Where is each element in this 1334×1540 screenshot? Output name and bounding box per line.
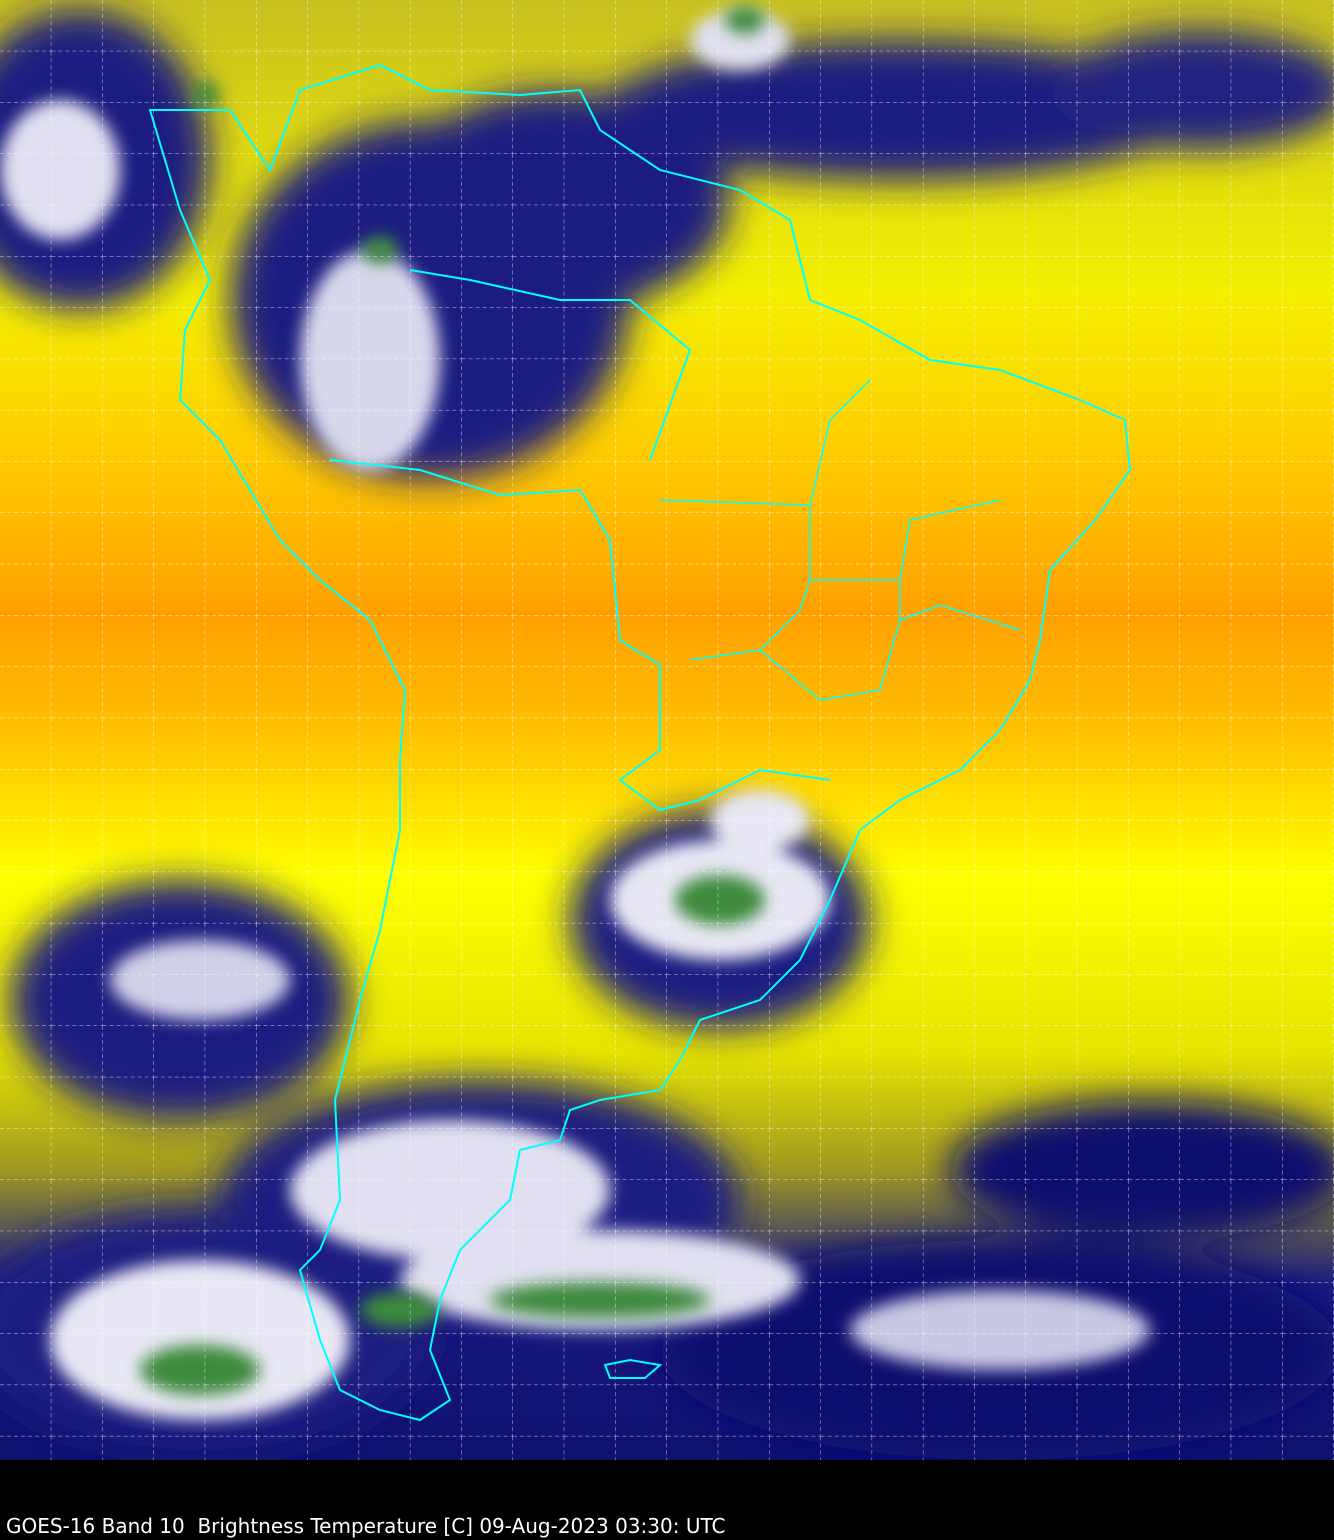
map-caption: GOES-16 Band 10 Brightness Temperature [… (6, 1514, 726, 1538)
falkland-islands (603, 1358, 663, 1379)
satellite-map (0, 0, 1334, 1460)
south-america-coastline (148, 63, 1132, 1422)
brazil-border (329, 269, 831, 812)
state-borders (659, 379, 1021, 701)
lat-lon-grid (0, 0, 1334, 1460)
country-borders (148, 63, 1132, 1422)
caption-bar (0, 1460, 1334, 1540)
